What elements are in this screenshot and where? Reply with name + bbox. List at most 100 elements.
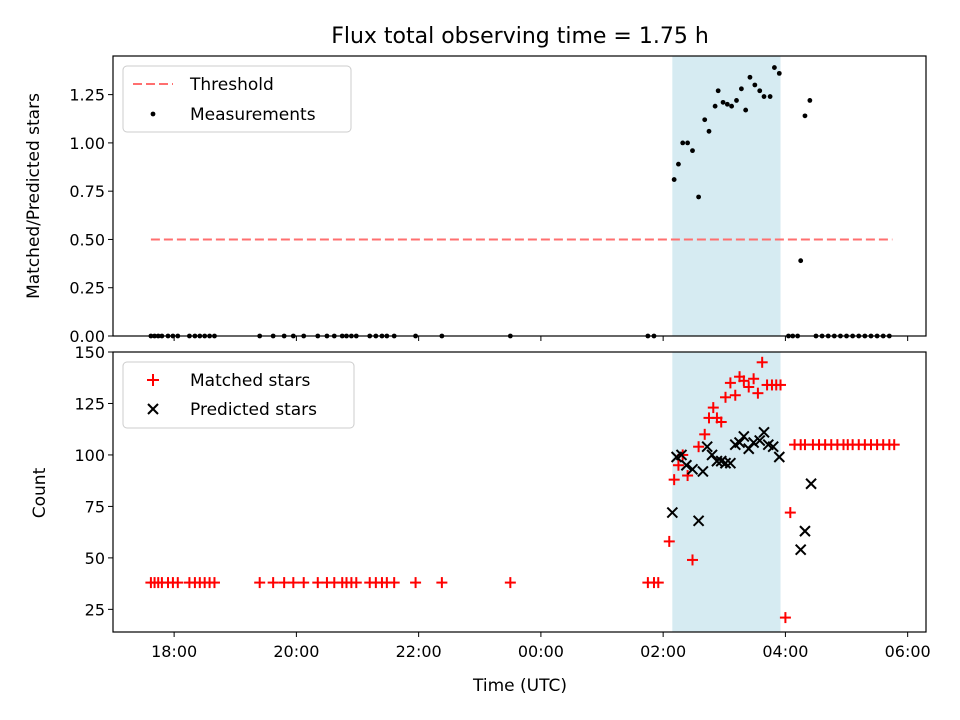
predicted-star-point [697,465,709,478]
predicted-star-point [724,457,737,469]
measurement-point [747,74,753,80]
matched-star-point [388,577,400,589]
measurement-point [752,82,758,88]
matched-star-point [715,416,727,428]
matched-star-point [278,577,290,589]
matched-star-point [668,474,680,486]
matched-star-point [775,379,787,391]
measurement-point [798,258,804,264]
bottom-xtick-label: 18:00 [151,642,197,661]
bottom-xtick-label: 20:00 [273,642,319,661]
matched-star-point [699,428,711,440]
top-ytick-label: 0.25 [69,279,105,298]
bottom-xtick-label: 02:00 [640,642,686,661]
predicted-star-point [754,434,766,447]
predicted-star-point [666,506,679,519]
bottom-xtick-label: 22:00 [396,642,442,661]
bottom-ytick-label: 125 [74,394,105,413]
top-ytick-label: 1.00 [69,134,105,153]
bottom-xlabel: Time (UTC) [472,676,567,696]
matched-star-point [652,577,664,589]
predicted-star-point [692,515,705,527]
matched-star-point [756,356,768,368]
bottom-axes-frame [112,351,927,633]
measurement-point [702,117,708,123]
matched-legend-label: Matched stars [190,371,310,391]
measurement-point [690,148,695,154]
predicted-star-point [773,451,786,463]
predicted-star-point [711,455,723,467]
matched-star-point [693,441,705,453]
measurement-point [720,99,726,105]
predicted-legend-swatch [147,403,159,415]
measurements-legend-label: Measurements [190,105,316,125]
top-ytick-label: 1.25 [69,86,105,105]
matched-star-point [350,577,362,589]
matched-star-point [888,439,900,451]
predicted-star-point [805,478,817,490]
measurement-point [776,70,782,76]
top-legend-box [122,65,352,133]
bottom-legend-box [122,361,355,429]
measurement-point [671,177,677,182]
matched-star-point [748,373,760,385]
measurement-point [724,101,730,107]
measurement-point [696,194,702,200]
top-ytick-label: 0.00 [69,327,105,346]
bottom-ytick-label: 25 [85,600,105,619]
bottom-legend: Matched stars Predicted stars [122,361,355,429]
matched-legend-swatch [147,374,159,386]
measurement-point [680,140,686,146]
matched-star-point [504,577,516,589]
measurement-point [729,103,735,109]
matched-star-point [724,377,736,389]
measurement-point [715,88,721,94]
matched-star-point [738,375,750,387]
predicted-star-point [733,436,746,449]
top-panel: 0.00 0.25 0.50 0.75 1.00 1.25 Matched/Predict… [24,55,927,346]
matched-star-point [729,389,741,401]
matched-star-point [752,387,764,399]
bottom-ytick-label: 100 [74,446,105,465]
threshold-legend-label: Threshold [189,75,274,95]
matched-star-point [287,577,299,589]
matched-star-point [682,470,694,482]
predicted-star-point [686,463,699,476]
matched-star-point [267,577,279,589]
matched-star-point [672,459,684,471]
bottom-ytick-label: 150 [74,343,105,362]
predicted-legend-label: Predicted stars [190,400,317,420]
matched-star-point [208,577,220,589]
measurement-point [743,107,749,113]
measurement-point [712,103,718,109]
matched-star-point [686,554,698,566]
measurement-point [802,113,808,119]
measurement-point [807,98,813,103]
measurement-point [767,94,773,99]
predicted-star-point [799,525,811,537]
measurement-point [772,65,777,70]
top-ytick-label: 0.75 [69,182,105,201]
measurements-legend-swatch [150,111,156,117]
predicted-star-point [758,426,770,439]
measurement-point [738,86,744,92]
top-legend: Threshold Measurements [122,65,352,133]
chart-title: Flux total observing time = 1.75 h [331,24,709,49]
bottom-ylabel: Count [30,467,50,518]
predicted-star-point [738,430,750,443]
top-ylabel: Matched/Predicted stars [24,93,44,299]
predicted-star-point [719,457,732,469]
measurement-point [757,88,763,94]
predicted-star-point [675,449,688,461]
matched-star-point [743,381,755,393]
matched-star-point [436,577,448,589]
bottom-xtick-label: 04:00 [762,642,808,661]
top-ytick-label: 0.50 [69,230,105,249]
measurement-point [685,140,691,146]
bottom-xtick-label: 06:00 [885,642,931,661]
matched-star-point [298,577,310,589]
predicted-star-point [767,440,779,453]
predicted-star-point [747,436,760,449]
measurement-point [676,161,681,167]
